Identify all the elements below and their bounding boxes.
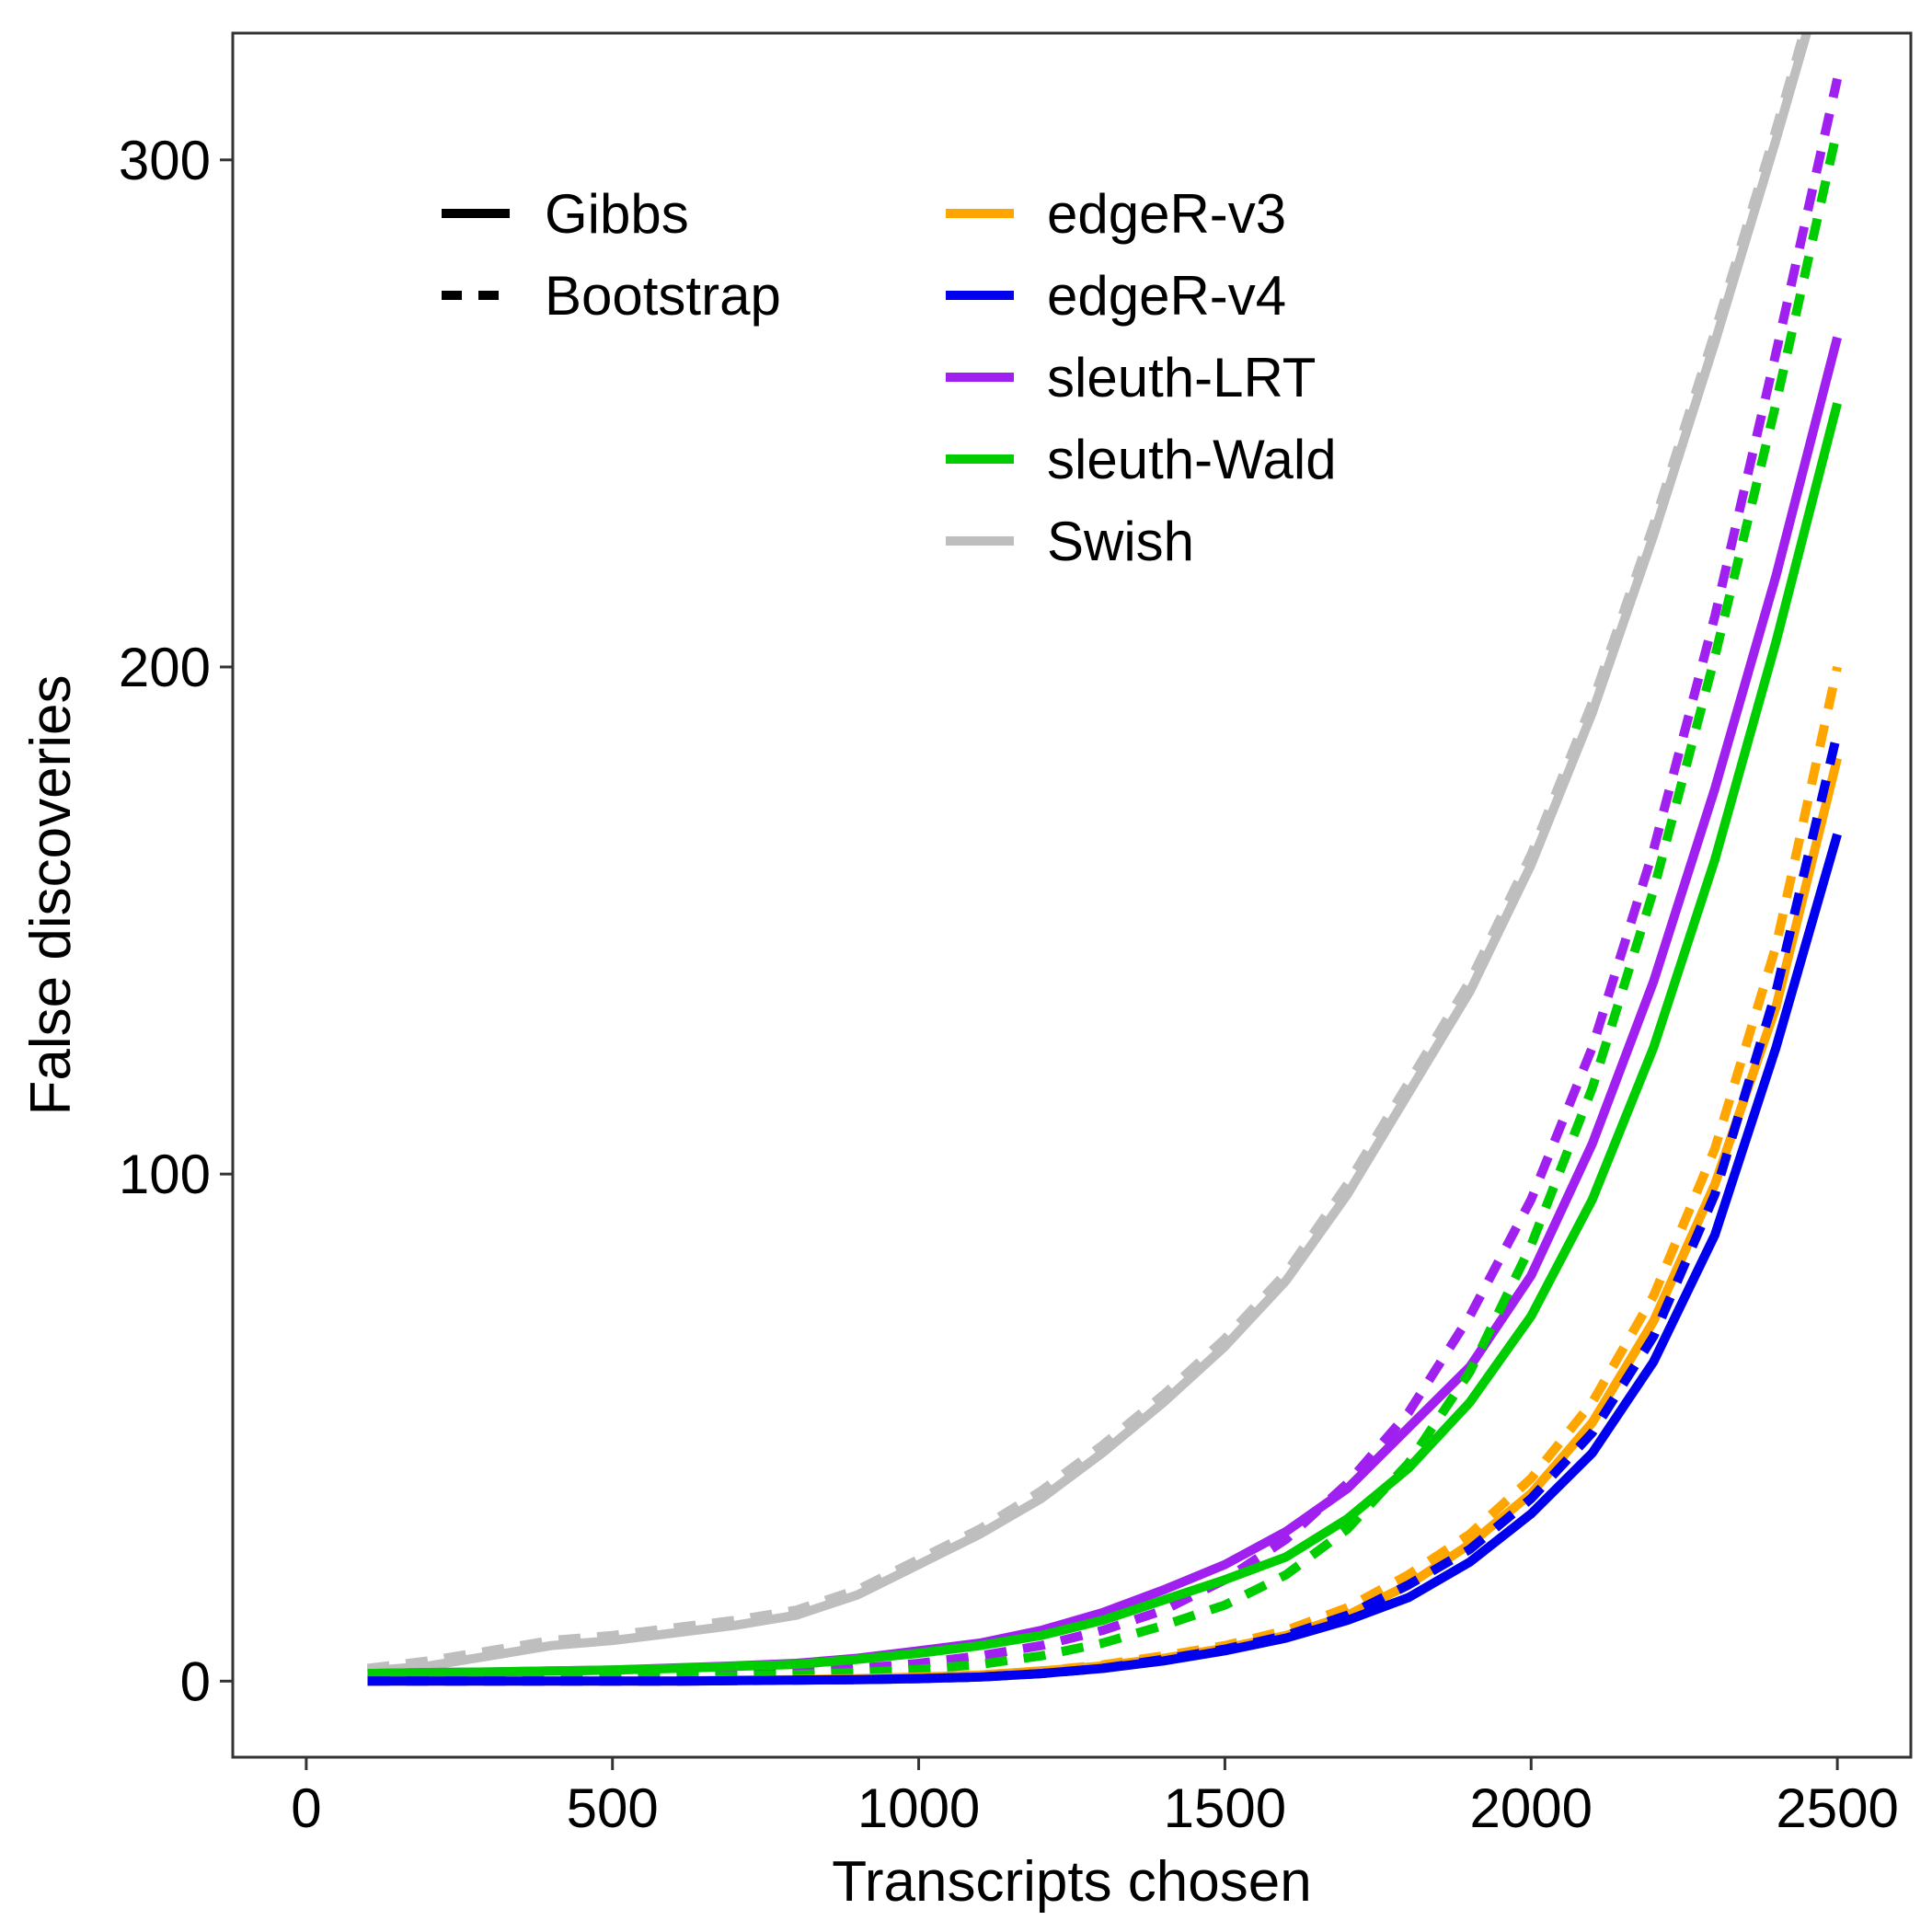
series-line-edger-v3-gibbs bbox=[367, 757, 1842, 1686]
series-line-edger-v4-gibbs bbox=[367, 833, 1842, 1686]
series-line-edger-v3-bootstrap bbox=[367, 665, 1842, 1686]
y-axis-title: False discoveries bbox=[19, 675, 83, 1116]
legend-label-edger-v3: edgeR-v3 bbox=[1047, 183, 1286, 245]
series-line-edger-v4-bootstrap bbox=[367, 731, 1842, 1686]
y-tick-label: 300 bbox=[119, 130, 211, 191]
x-tick-label: 1000 bbox=[857, 1777, 980, 1839]
x-tick-label: 500 bbox=[567, 1777, 659, 1839]
y-tick-label: 0 bbox=[180, 1650, 211, 1712]
plot-frame bbox=[231, 31, 1913, 1759]
series-layer bbox=[366, 33, 1842, 1686]
y-tick-label: 100 bbox=[119, 1144, 211, 1205]
legend-label-gibbs: Gibbs bbox=[545, 183, 689, 245]
legend-label-edger-v4: edgeR-v4 bbox=[1047, 265, 1286, 327]
x-tick-label: 0 bbox=[291, 1777, 321, 1839]
legend-label-bootstrap: Bootstrap bbox=[545, 265, 781, 327]
legend: Gibbs Bootstrap edgeR-v3 edgeR-v4 sleuth-LRT… bbox=[442, 183, 1337, 572]
x-axis: 0 500 1000 1500 2000 2500 bbox=[291, 1757, 1899, 1839]
x-tick-label: 2500 bbox=[1776, 1777, 1898, 1839]
y-tick-label: 200 bbox=[119, 637, 211, 698]
series-line-swish-bootstrap bbox=[366, 33, 1809, 1673]
series-line-sleuth-wald-gibbs bbox=[367, 402, 1842, 1679]
x-axis-title: Transcripts chosen bbox=[832, 1850, 1311, 1914]
x-tick-label: 1500 bbox=[1164, 1777, 1286, 1839]
legend-label-swish: Swish bbox=[1047, 511, 1194, 572]
x-tick-label: 2000 bbox=[1470, 1777, 1593, 1839]
y-axis: 0 100 200 300 bbox=[119, 130, 233, 1712]
legend-label-sleuth-lrt: sleuth-LRT bbox=[1047, 347, 1316, 408]
legend-label-sleuth-wald: sleuth-Wald bbox=[1047, 429, 1337, 490]
